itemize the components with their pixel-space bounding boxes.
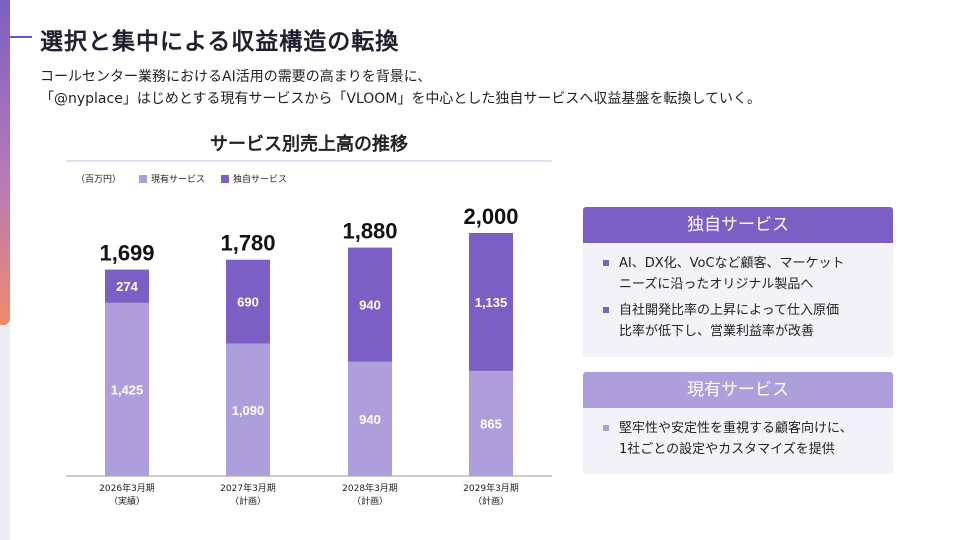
card-existing-service: 現有サービス 堅牢性や安定性を重視する顧客向けに、 1社ごとの設定やカスタマイズ… bbox=[583, 372, 893, 474]
title-accent-line bbox=[10, 36, 32, 38]
data-label: 940 bbox=[359, 298, 381, 313]
x-tick-label: 2029年3月期 bbox=[463, 482, 519, 494]
description-line-2: 「@nyplace」はじめとする現有サービスから「VLOOM」を中心とした独自サ… bbox=[40, 91, 761, 107]
total-label: 2,000 bbox=[463, 204, 518, 229]
total-label: 1,780 bbox=[220, 231, 275, 256]
total-label: 1,699 bbox=[99, 241, 154, 266]
unit-label: （百万円） bbox=[76, 175, 122, 185]
card-proprietary-title: 独自サービス bbox=[583, 207, 893, 243]
page-title: 選択と集中による収益構造の転換 bbox=[40, 29, 400, 55]
bullet-item: AI、DX化、VoCなど顧客、マーケット ニーズに沿ったオリジナル製品へ bbox=[603, 253, 873, 295]
bar-proprietary bbox=[226, 259, 270, 344]
bar-proprietary bbox=[469, 233, 513, 371]
bar-existing bbox=[105, 302, 149, 476]
x-tick-label: 2028年3月期 bbox=[342, 482, 398, 494]
card-existing-bullets: 堅牢性や安定性を重視する顧客向けに、 1社ごとの設定やカスタマイズを提供 bbox=[583, 408, 893, 460]
x-tick-label: 2027年3月期 bbox=[220, 482, 276, 494]
bullet-line: 堅牢性や安定性を重視する顧客向けに、 bbox=[619, 421, 853, 436]
data-label: 274 bbox=[116, 279, 138, 294]
bar-existing bbox=[348, 361, 392, 476]
legend-item-proprietary: 独自サービス bbox=[221, 172, 287, 185]
data-label: 865 bbox=[480, 416, 502, 431]
x-tick-label: （計画） bbox=[230, 495, 266, 507]
data-label: 690 bbox=[237, 295, 259, 310]
total-label: 1,880 bbox=[342, 219, 397, 244]
bar-existing bbox=[226, 343, 270, 476]
x-tick-label: （実績） bbox=[109, 495, 145, 507]
bullet-line: ニーズに沿ったオリジナル製品へ bbox=[619, 277, 814, 292]
bullet-item: 自社開発比率の上昇によって仕入原価 比率が低下し、営業利益率が改善 bbox=[603, 300, 873, 342]
legend-swatch-existing bbox=[139, 174, 148, 183]
bullet-line: 比率が低下し、営業利益率が改善 bbox=[619, 324, 815, 339]
x-tick-label: 2026年3月期 bbox=[99, 482, 155, 494]
data-label: 940 bbox=[359, 412, 381, 427]
chart-title-divider bbox=[66, 160, 552, 162]
left-strip-base bbox=[0, 325, 10, 540]
description-line-1: コールセンター業務におけるAI活用の需要の高まりを背景に、 bbox=[40, 69, 432, 85]
bar-proprietary bbox=[105, 269, 149, 303]
bullet-item: 堅牢性や安定性を重視する顧客向けに、 1社ごとの設定やカスタマイズを提供 bbox=[603, 418, 873, 460]
bullet-line: AI、DX化、VoCなど顧客、マーケット bbox=[619, 256, 845, 271]
chart-legend: （百万円） 現有サービス 独自サービス bbox=[76, 172, 287, 185]
chart-title: サービス別売上高の推移 bbox=[210, 134, 408, 155]
data-label: 1,090 bbox=[232, 403, 265, 418]
card-proprietary-bullets: AI、DX化、VoCなど顧客、マーケット ニーズに沿ったオリジナル製品へ 自社開… bbox=[583, 243, 893, 342]
card-existing-title: 現有サービス bbox=[583, 372, 893, 408]
x-tick-label: （計画） bbox=[352, 495, 388, 507]
x-tick-label: （計画） bbox=[473, 495, 509, 507]
legend-label-proprietary: 独自サービス bbox=[233, 175, 288, 185]
left-accent-strip bbox=[0, 0, 10, 325]
data-label: 1,135 bbox=[475, 295, 508, 310]
legend-item-existing: 現有サービス bbox=[139, 172, 205, 185]
data-label: 1,425 bbox=[111, 382, 144, 397]
bullet-line: 1社ごとの設定やカスタマイズを提供 bbox=[619, 442, 835, 457]
bullet-line: 自社開発比率の上昇によって仕入原価 bbox=[619, 303, 839, 318]
legend-label-existing: 現有サービス bbox=[151, 175, 206, 185]
bar-proprietary bbox=[348, 247, 392, 362]
bar-existing bbox=[469, 370, 513, 476]
legend-swatch-proprietary bbox=[221, 174, 230, 183]
card-proprietary-service: 独自サービス AI、DX化、VoCなど顧客、マーケット ニーズに沿ったオリジナル… bbox=[583, 207, 893, 357]
